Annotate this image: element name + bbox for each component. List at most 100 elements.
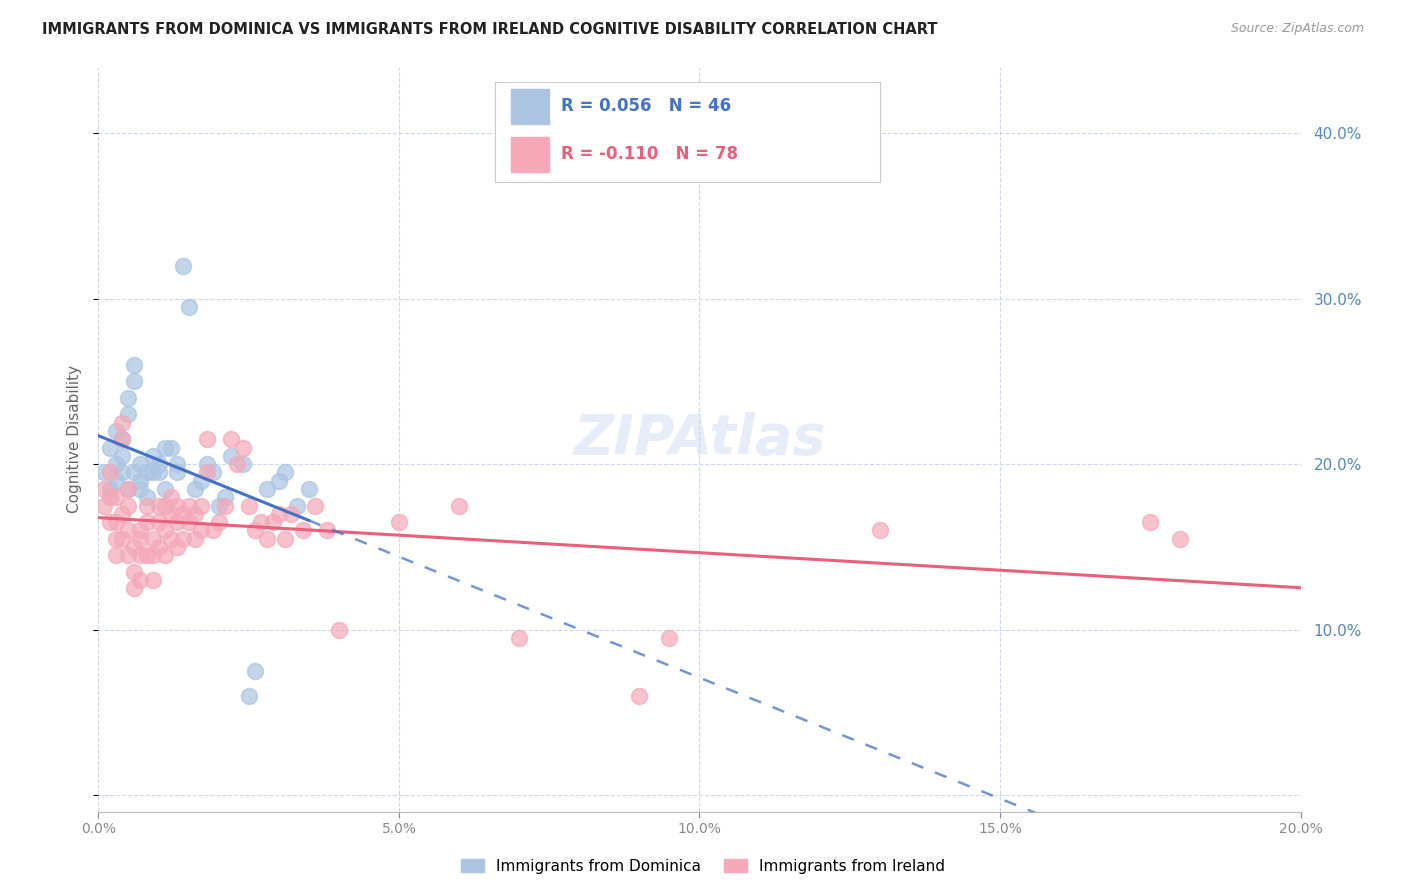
- Point: [214, 490, 236, 504]
- Point: [328, 623, 350, 637]
- Point: [508, 631, 530, 645]
- Point: [159, 490, 181, 504]
- Point: [135, 515, 157, 529]
- Point: [274, 532, 297, 546]
- Point: [135, 548, 157, 562]
- Point: [111, 466, 134, 480]
- Point: [141, 548, 163, 562]
- Point: [219, 449, 242, 463]
- Point: [124, 582, 146, 596]
- Point: [447, 499, 470, 513]
- Point: [291, 524, 314, 538]
- Point: [129, 524, 152, 538]
- Point: [117, 482, 139, 496]
- Point: [159, 532, 181, 546]
- Point: [172, 507, 194, 521]
- Point: [177, 300, 200, 314]
- Point: [111, 416, 134, 430]
- Point: [129, 482, 152, 496]
- Point: [262, 515, 284, 529]
- Point: [129, 532, 152, 546]
- Point: [267, 474, 290, 488]
- Point: [201, 466, 224, 480]
- Point: [166, 540, 188, 554]
- Point: [190, 474, 212, 488]
- Point: [117, 548, 139, 562]
- Text: Source: ZipAtlas.com: Source: ZipAtlas.com: [1230, 22, 1364, 36]
- Point: [124, 540, 146, 554]
- Point: [105, 490, 128, 504]
- Point: [141, 449, 163, 463]
- Point: [190, 524, 212, 538]
- Point: [148, 499, 170, 513]
- Point: [315, 524, 337, 538]
- Point: [105, 532, 128, 546]
- Point: [124, 565, 146, 579]
- Point: [232, 441, 254, 455]
- Point: [177, 515, 200, 529]
- Point: [111, 507, 134, 521]
- Point: [93, 499, 115, 513]
- Point: [100, 441, 122, 455]
- Point: [274, 466, 297, 480]
- Point: [129, 474, 152, 488]
- Point: [166, 515, 188, 529]
- Point: [153, 482, 176, 496]
- Point: [141, 573, 163, 587]
- Point: [195, 466, 218, 480]
- Point: [159, 507, 181, 521]
- Point: [129, 457, 152, 471]
- Point: [117, 408, 139, 422]
- Point: [148, 540, 170, 554]
- Point: [141, 532, 163, 546]
- Point: [243, 664, 266, 678]
- Point: [208, 499, 231, 513]
- Legend: Immigrants from Dominica, Immigrants from Ireland: Immigrants from Dominica, Immigrants fro…: [454, 853, 952, 880]
- Point: [148, 466, 170, 480]
- Point: [148, 515, 170, 529]
- Point: [148, 457, 170, 471]
- Point: [285, 499, 308, 513]
- Point: [105, 548, 128, 562]
- Point: [183, 507, 205, 521]
- Text: IMMIGRANTS FROM DOMINICA VS IMMIGRANTS FROM IRELAND COGNITIVE DISABILITY CORRELA: IMMIGRANTS FROM DOMINICA VS IMMIGRANTS F…: [42, 22, 938, 37]
- Point: [172, 532, 194, 546]
- Point: [243, 524, 266, 538]
- Point: [388, 515, 411, 529]
- Point: [117, 482, 139, 496]
- Point: [135, 499, 157, 513]
- Point: [117, 391, 139, 405]
- Point: [249, 515, 271, 529]
- Point: [238, 689, 260, 703]
- Point: [183, 482, 205, 496]
- Point: [100, 466, 122, 480]
- Point: [100, 515, 122, 529]
- Point: [124, 358, 146, 372]
- Point: [117, 499, 139, 513]
- Point: [135, 490, 157, 504]
- Point: [153, 499, 176, 513]
- Point: [177, 499, 200, 513]
- Point: [124, 375, 146, 389]
- Point: [219, 433, 242, 447]
- Point: [100, 482, 122, 496]
- Point: [190, 499, 212, 513]
- Point: [100, 490, 122, 504]
- Point: [111, 532, 134, 546]
- Point: [1170, 532, 1192, 546]
- Point: [111, 449, 134, 463]
- Point: [159, 441, 181, 455]
- Point: [93, 466, 115, 480]
- Point: [304, 499, 326, 513]
- Point: [111, 433, 134, 447]
- Point: [141, 466, 163, 480]
- Point: [124, 466, 146, 480]
- Point: [628, 689, 651, 703]
- Point: [153, 548, 176, 562]
- Point: [105, 474, 128, 488]
- Point: [172, 259, 194, 273]
- Point: [214, 499, 236, 513]
- Point: [166, 499, 188, 513]
- Point: [129, 548, 152, 562]
- Point: [195, 457, 218, 471]
